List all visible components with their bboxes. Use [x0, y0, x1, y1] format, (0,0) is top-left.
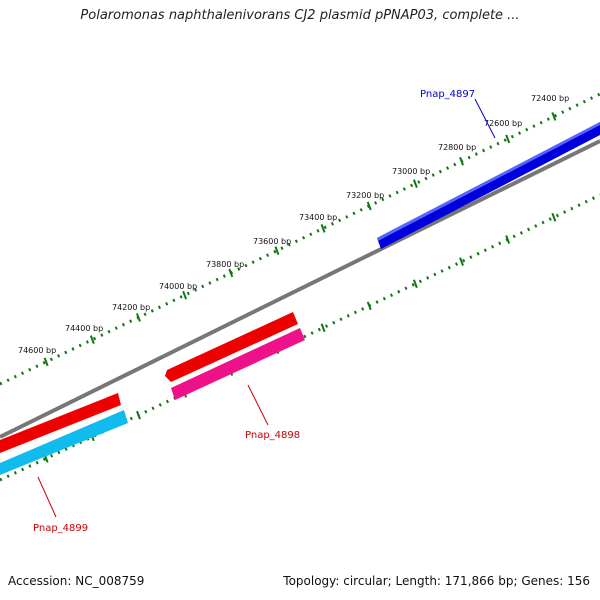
major-tick	[459, 156, 464, 166]
ruler-label: 72800 bp	[438, 143, 476, 152]
ruler-label: 73800 bp	[206, 260, 244, 269]
ruler-label: 74000 bp	[159, 282, 197, 291]
ruler-label: 72400 bp	[531, 94, 569, 103]
gene-pnap-4899-cds[interactable]	[0, 410, 128, 475]
label-pnap-4898[interactable]: Pnap_4898	[245, 430, 300, 441]
major-tick	[43, 357, 49, 367]
major-tick	[228, 268, 234, 278]
major-tick	[320, 223, 326, 233]
major-tick	[505, 235, 511, 244]
major-tick	[551, 212, 557, 222]
major-tick	[366, 201, 372, 211]
leader-pnap-4898	[247, 384, 269, 426]
ruler-label: 73600 bp	[253, 237, 291, 246]
ruler-label: 74200 bp	[112, 303, 150, 312]
major-tick	[459, 257, 464, 267]
gene-pnap-4899[interactable]	[0, 393, 121, 453]
ruler-label: 73200 bp	[346, 191, 384, 200]
ruler-label: 74400 bp	[65, 324, 103, 333]
ruler-label: 72600 bp	[484, 119, 522, 128]
major-tick	[274, 246, 280, 256]
label-pnap-4899[interactable]: Pnap_4899	[33, 523, 88, 534]
major-tick	[412, 279, 418, 289]
ruler-label: 73000 bp	[392, 167, 430, 176]
accession-label: Accession: NC_008759	[8, 574, 145, 588]
ruler-label: 74600 bp	[18, 346, 56, 355]
gene-pnap-4897-highlight	[377, 122, 600, 241]
leader-pnap-4899	[37, 476, 57, 518]
leader-pnap-4897	[474, 98, 496, 139]
gene-pnap-4898[interactable]	[165, 312, 298, 382]
major-tick	[505, 134, 511, 144]
major-tick	[412, 179, 418, 189]
major-tick	[136, 313, 141, 322]
genome-summary: Topology: circular; Length: 171,866 bp; …	[283, 574, 590, 588]
ruler-labels: 72400 bp 72600 bp 72800 bp 73000 bp 73200 bp…	[18, 94, 569, 355]
genome-backbone	[0, 139, 600, 439]
major-tick	[366, 301, 372, 311]
ruler-label: 73400 bp	[299, 213, 337, 222]
outer-major-ticks	[43, 112, 557, 367]
gene-pnap-4898-cds[interactable]	[171, 328, 305, 400]
major-tick	[551, 112, 557, 121]
major-tick	[136, 410, 141, 420]
major-tick	[89, 335, 95, 344]
label-pnap-4897[interactable]: Pnap_4897	[420, 89, 475, 100]
map-title: Polaromonas naphthalenivorans CJ2 plasmi…	[80, 8, 520, 23]
major-tick	[182, 290, 188, 300]
major-tick	[320, 323, 326, 333]
